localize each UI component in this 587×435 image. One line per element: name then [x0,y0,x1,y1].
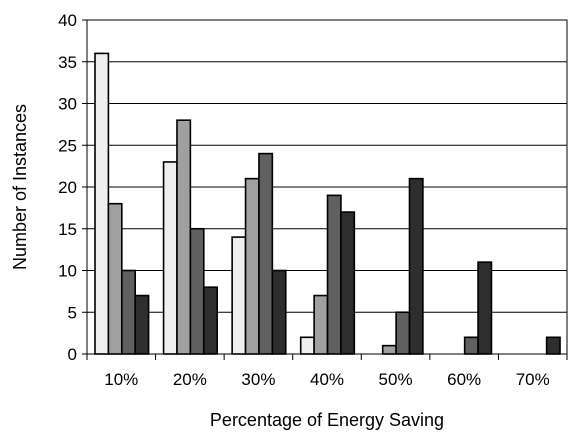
y-tick-label: 0 [68,345,77,364]
y-tick-label: 25 [58,136,77,155]
y-tick-label: 35 [58,53,77,72]
bar-40%-series-1 [299,336,315,355]
bar-40%-series-3 [326,194,342,355]
x-tick-labels: 10% 20% 30% 40% 50% 60% 70% [86,354,568,389]
x-tick-label: 20% [173,370,207,389]
bar-50%-series-4 [408,177,424,355]
bar-60%-series-4 [477,261,493,355]
bar-50%-series-3 [395,311,411,355]
y-tick-labels: 0 5 10 15 20 25 30 35 40 [58,11,87,364]
bar-20%-series-3 [189,227,205,355]
bar-30%-series-3 [258,152,274,355]
bar-20%-series-2 [176,119,192,355]
bar-40%-series-4 [340,211,356,355]
x-tick-label: 70% [516,370,550,389]
y-tick-label: 5 [68,303,77,322]
bar-30%-series-2 [244,177,260,355]
x-axis-label: Percentage of Energy Saving [210,410,444,430]
y-axis-label: Number of Instances [10,104,30,270]
y-tick-label: 10 [58,262,77,281]
bar-60%-series-3 [463,336,479,355]
bar-40%-series-2 [313,294,329,355]
x-tick-label: 60% [447,370,481,389]
bars [94,52,561,355]
bar-10%-series-1 [94,52,110,355]
bar-10%-series-2 [107,202,123,355]
y-tick-label: 20 [58,178,77,197]
x-tick-label: 40% [310,370,344,389]
x-tick-label: 10% [104,370,138,389]
bar-70%-series-4 [545,336,561,355]
x-tick-label: 30% [241,370,275,389]
bar-50%-series-2 [381,344,397,355]
bar-30%-series-4 [271,269,287,355]
y-tick-label: 40 [58,11,77,30]
bar-20%-series-1 [162,161,178,355]
bar-10%-series-4 [134,294,150,355]
y-tick-label: 15 [58,220,77,239]
bar-10%-series-3 [121,269,137,355]
bar-20%-series-4 [202,286,218,355]
x-tick-label: 50% [379,370,413,389]
bar-30%-series-1 [231,236,247,355]
y-tick-label: 30 [58,95,77,114]
